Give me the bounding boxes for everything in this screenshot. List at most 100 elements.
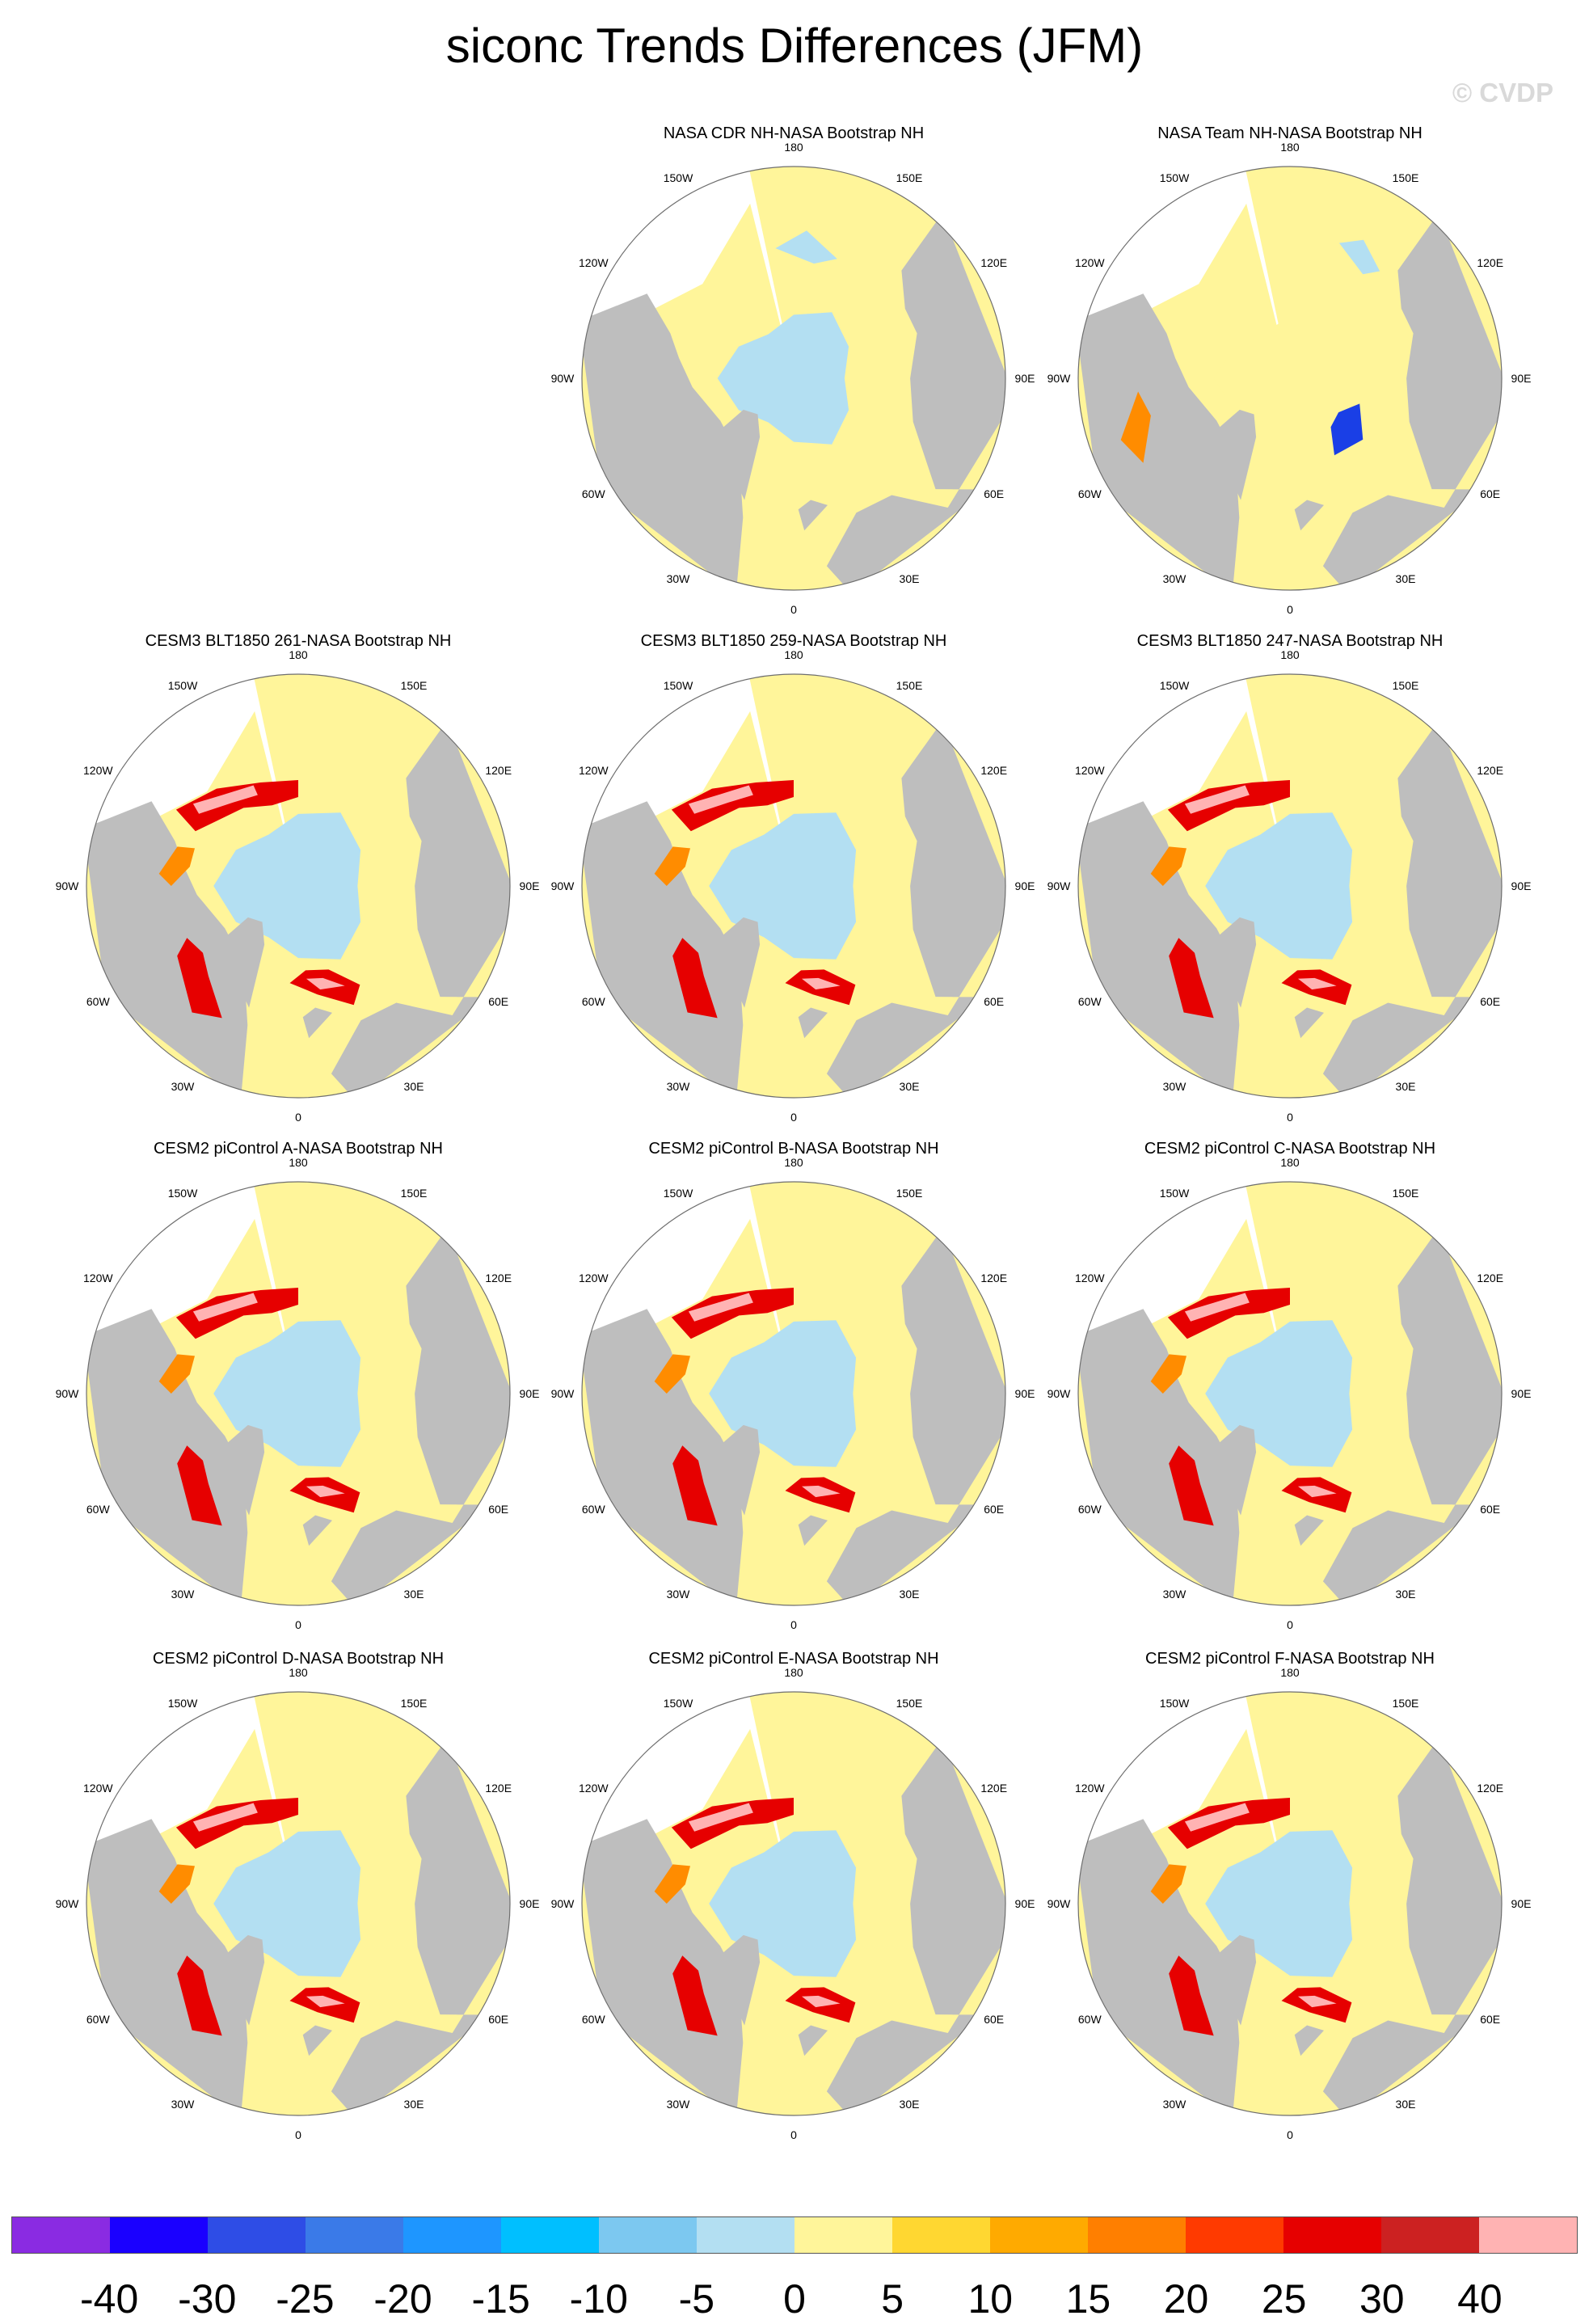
panel-title: NASA CDR NH-NASA Bootstrap NH xyxy=(663,124,925,142)
hudson-anomaly xyxy=(654,1864,690,1904)
greenland-land xyxy=(720,1424,761,1516)
hudson-anomaly xyxy=(158,846,195,886)
polar-map xyxy=(86,1181,511,1606)
longitude-tick-label: 30E xyxy=(1395,572,1416,585)
longitude-tick-label: 120E xyxy=(485,764,512,777)
barents-inner-anomaly xyxy=(802,977,841,990)
longitude-tick-label: 150E xyxy=(1392,171,1419,185)
bering-okhotsk-anomaly xyxy=(671,1798,794,1849)
longitude-tick-label: 150W xyxy=(663,679,693,693)
polar-map xyxy=(1077,1181,1503,1606)
longitude-tick-label: 150E xyxy=(896,171,923,185)
figure-title: siconc Trends Differences (JFM) xyxy=(445,19,1144,73)
hudson-anomaly xyxy=(654,846,690,886)
longitude-tick-label: 120E xyxy=(980,256,1008,269)
longitude-tick-label: 150W xyxy=(1159,171,1190,185)
longitude-tick-label: 0 xyxy=(1287,603,1293,616)
longitude-tick-label: 0 xyxy=(790,1618,797,1631)
colorbar-swatch xyxy=(1186,2217,1283,2253)
labrador-anomaly xyxy=(1169,1445,1214,1526)
no-data-region xyxy=(1078,167,1290,378)
colorbar-swatch xyxy=(892,2217,990,2253)
no-data-region xyxy=(86,1692,298,1904)
colorbar-swatch xyxy=(599,2217,697,2253)
bering-inner-anomaly xyxy=(192,785,258,814)
panel-title: NASA Team NH-NASA Bootstrap NH xyxy=(1157,124,1423,142)
colorbar-label: -10 xyxy=(569,2276,628,2322)
colorbar-label: 25 xyxy=(1261,2276,1307,2322)
no-data-region xyxy=(86,674,298,886)
colorbar-swatch xyxy=(990,2217,1088,2253)
panel-title: CESM2 piControl D-NASA Bootstrap NH xyxy=(152,1650,445,1668)
longitude-tick-label: 150W xyxy=(663,171,693,185)
colorbar-label: 30 xyxy=(1359,2276,1405,2322)
longitude-tick-label: 30E xyxy=(1395,1587,1416,1601)
greenland-land xyxy=(225,1424,265,1516)
longitude-tick-label: 90W xyxy=(1047,1387,1071,1400)
longitude-tick-label: 60W xyxy=(86,995,110,1008)
colorbar xyxy=(11,2216,1578,2254)
longitude-tick-label: 90W xyxy=(550,1387,575,1400)
panel-title: CESM2 piControl E-NASA Bootstrap NH xyxy=(648,1650,939,1668)
north-america-land xyxy=(582,1819,744,2115)
longitude-tick-label: 30E xyxy=(899,572,920,585)
longitude-tick-label: 30W xyxy=(666,2097,690,2111)
colorbar-swatch xyxy=(110,2217,208,2253)
greenland-land xyxy=(225,917,265,1008)
colorbar-label: -25 xyxy=(276,2276,335,2322)
longitude-tick-label: 150E xyxy=(400,1697,428,1710)
kara-negative-anomaly xyxy=(1330,403,1364,456)
longitude-tick-label: 60W xyxy=(581,2013,605,2026)
greenland-land xyxy=(1216,1424,1257,1516)
longitude-tick-label: 90E xyxy=(519,879,540,892)
longitude-tick-label: 150E xyxy=(896,679,923,693)
longitude-tick-label: 120E xyxy=(980,764,1008,777)
longitude-tick-label: 30W xyxy=(1162,1079,1186,1093)
longitude-tick-label: 90W xyxy=(55,879,79,892)
longitude-tick-label: 90E xyxy=(1511,879,1532,892)
hudson-anomaly xyxy=(654,1354,690,1394)
bering-inner-anomaly xyxy=(192,1293,258,1322)
longitude-tick-label: 90E xyxy=(1014,879,1035,892)
polar-map xyxy=(581,1181,1006,1606)
polar-map xyxy=(581,1691,1006,2116)
longitude-tick-label: 60W xyxy=(1077,487,1102,500)
longitude-tick-label: 150W xyxy=(1159,1697,1190,1710)
longitude-tick-label: 180 xyxy=(289,648,308,661)
map-outline xyxy=(1077,166,1503,591)
north-america-land xyxy=(86,1819,248,2115)
longitude-tick-label: 90W xyxy=(55,1897,79,1910)
longitude-tick-label: 180 xyxy=(289,1156,308,1169)
baffin-positive-anomaly xyxy=(1120,391,1151,463)
arctic-core xyxy=(1213,312,1346,445)
labrador-anomaly xyxy=(177,938,222,1019)
barents-inner-anomaly xyxy=(1298,1485,1337,1498)
longitude-tick-label: 120W xyxy=(579,1272,609,1284)
colorbar-label: 10 xyxy=(967,2276,1014,2322)
longitude-tick-label: 0 xyxy=(790,1111,797,1124)
longitude-tick-label: 30E xyxy=(899,1587,920,1601)
longitude-tick-label: 30W xyxy=(1162,1587,1186,1601)
svalbard-land xyxy=(1294,1515,1324,1546)
labrador-anomaly xyxy=(177,1955,222,2036)
no-data-region xyxy=(582,167,794,378)
colorbar-label: 40 xyxy=(1457,2276,1503,2322)
labrador-anomaly xyxy=(672,1955,718,2036)
panel-title: CESM3 BLT1850 247-NASA Bootstrap NH xyxy=(1136,632,1444,650)
svalbard-land xyxy=(1294,2025,1324,2056)
longitude-tick-label: 150E xyxy=(400,679,428,693)
longitude-tick-label: 0 xyxy=(1287,1111,1293,1124)
no-data-region xyxy=(1078,1692,1290,1904)
colorbar-label: 20 xyxy=(1163,2276,1209,2322)
longitude-tick-label: 60E xyxy=(488,995,509,1008)
map-outline xyxy=(86,673,511,1099)
map-outline xyxy=(581,1181,1006,1606)
svalbard-land xyxy=(798,500,828,531)
longitude-tick-label: 30E xyxy=(899,1079,920,1093)
svalbard-land xyxy=(798,2025,828,2056)
longitude-tick-label: 30E xyxy=(1395,1079,1416,1093)
colorbar-label: -20 xyxy=(373,2276,432,2322)
longitude-tick-label: 90W xyxy=(1047,372,1071,385)
panel-title: CESM2 piControl B-NASA Bootstrap NH xyxy=(648,1140,939,1158)
bering-inner-anomaly xyxy=(1184,785,1250,814)
